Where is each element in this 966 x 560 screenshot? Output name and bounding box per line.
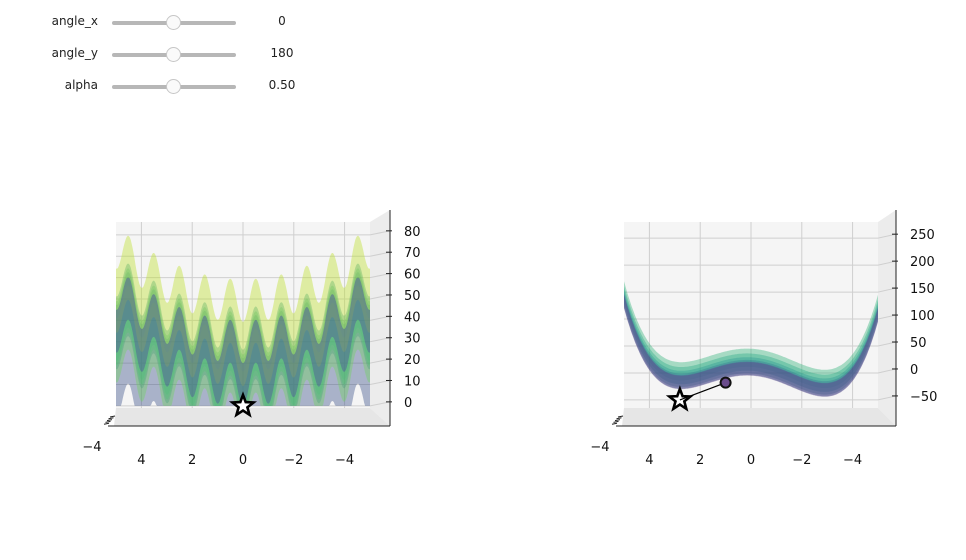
depth-tick xyxy=(613,420,619,423)
z-tick-label: 0 xyxy=(910,363,918,378)
surface-layer xyxy=(116,235,370,387)
x-tick-label: −4 xyxy=(335,453,354,468)
surface-layer xyxy=(116,285,370,406)
x-tick-label: −2 xyxy=(792,453,811,468)
z-tick-label: −50 xyxy=(910,390,937,405)
grid-line-z-side xyxy=(369,315,391,321)
surface-layer xyxy=(116,263,370,406)
grid-line-z-side xyxy=(369,251,391,257)
z-tick-label: 60 xyxy=(404,268,421,283)
surface xyxy=(116,235,370,406)
z-tick-label: 50 xyxy=(404,289,421,304)
slider-angle-y: angle_y 180 xyxy=(0,42,320,66)
z-tick-label: 70 xyxy=(404,246,421,261)
z-tick-label: 40 xyxy=(404,310,421,325)
grid-line-z-side xyxy=(369,358,391,364)
depth-tick xyxy=(617,415,624,418)
x-tick-label: −2 xyxy=(284,453,303,468)
chart-double-well: 4 2 0 −2 −4 −50 0 50 100 150 200 250 −4 xyxy=(590,210,937,468)
grid-line-z-side xyxy=(877,341,897,347)
slider-thumb[interactable] xyxy=(166,47,181,62)
depth-tick-label: −4 xyxy=(82,440,101,455)
z-tick-label: 80 xyxy=(404,225,421,240)
slider-value: 0 xyxy=(278,14,286,28)
depth-tick-label: −4 xyxy=(590,440,609,455)
x-tick-label: −4 xyxy=(843,453,862,468)
path-line xyxy=(679,382,726,401)
slider-alpha: alpha 0.50 xyxy=(0,74,320,98)
z-tick-label: 50 xyxy=(910,336,927,351)
z-tick-label: 250 xyxy=(910,228,935,243)
z-tick-label: 10 xyxy=(404,374,421,389)
slider-angle-x: angle_x 0 xyxy=(0,10,320,34)
slider-value: 0.50 xyxy=(268,78,296,92)
grid-line-z-side xyxy=(877,314,897,320)
z-tick-label: 150 xyxy=(910,282,935,297)
depth-tick xyxy=(616,417,622,420)
floor-pane xyxy=(114,408,390,426)
slider-value: 180 xyxy=(270,46,294,60)
slider-label: alpha xyxy=(64,78,98,92)
grid-line-z-side xyxy=(877,233,897,239)
surface-layer xyxy=(116,277,370,406)
depth-tick xyxy=(108,417,114,420)
depth-tick xyxy=(103,422,110,425)
x-tick-label: 0 xyxy=(239,453,247,468)
depth-tick xyxy=(105,420,111,423)
z-tick-label: 30 xyxy=(404,332,421,347)
x-tick-label: 2 xyxy=(188,453,196,468)
slider-thumb[interactable] xyxy=(166,15,181,30)
x-tick-label: 4 xyxy=(137,453,145,468)
z-tick-label: 20 xyxy=(404,353,421,368)
x-tick-label: 0 xyxy=(747,453,755,468)
grid-line-z-side xyxy=(369,401,391,407)
slider-label: angle_x xyxy=(51,14,98,28)
circle-marker xyxy=(719,376,732,389)
z-tick-label: 100 xyxy=(910,309,935,324)
depth-tick xyxy=(109,415,116,418)
x-tick-label: 2 xyxy=(696,453,704,468)
grid-line-z-side xyxy=(369,294,391,300)
grid-line-z-side xyxy=(877,368,897,374)
grid-line-z-side xyxy=(369,337,391,343)
floor-pane xyxy=(622,408,896,426)
grid-line-z-side xyxy=(369,379,391,385)
surface-layer xyxy=(116,268,370,406)
x-tick-label: 4 xyxy=(645,453,653,468)
depth-tick xyxy=(611,422,618,425)
z-tick-label: 200 xyxy=(910,255,935,270)
depth-tick xyxy=(614,419,621,422)
grid-line-z-side xyxy=(877,287,897,293)
grid-line-z-side xyxy=(369,273,391,279)
star-marker xyxy=(228,391,258,418)
grid-line-z-side xyxy=(877,260,897,266)
grid-line-z-side xyxy=(369,230,391,236)
slider-label: angle_y xyxy=(51,46,98,60)
surface-layer xyxy=(116,319,370,406)
z-tick-label: 0 xyxy=(404,396,412,411)
surface-layer xyxy=(116,272,370,406)
grid-line-z-side xyxy=(877,395,897,401)
slider-thumb[interactable] xyxy=(166,79,181,94)
depth-tick xyxy=(106,419,113,422)
